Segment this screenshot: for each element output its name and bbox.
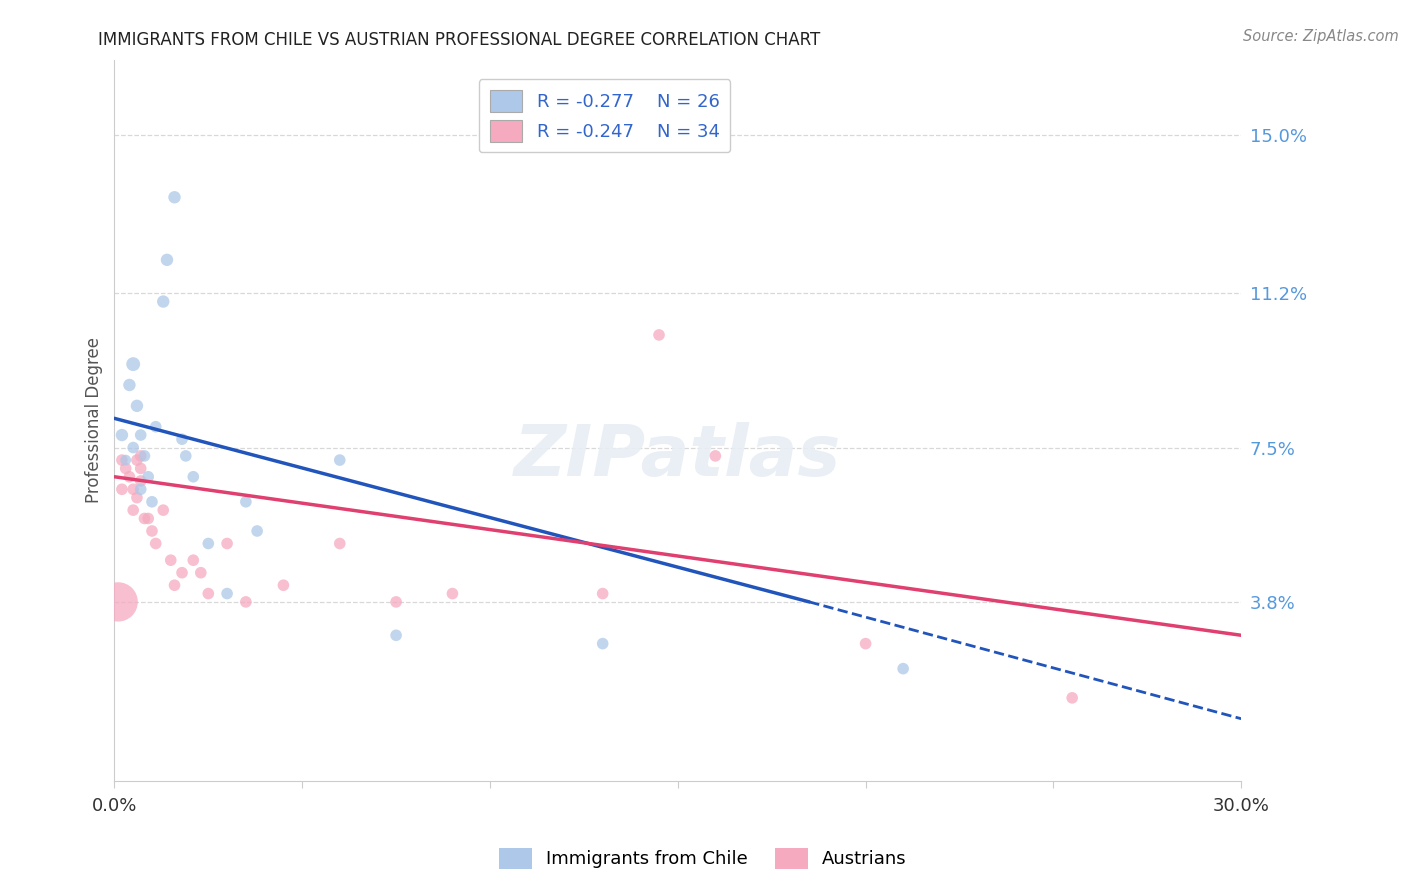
Point — [217, 586, 239, 600]
Point — [190, 566, 212, 580]
Text: ZIPatlas: ZIPatlas — [515, 422, 841, 491]
Point — [122, 441, 145, 455]
Point — [174, 449, 197, 463]
Point — [181, 553, 204, 567]
Point — [111, 483, 134, 497]
Point — [592, 637, 614, 651]
Point — [855, 637, 877, 651]
Point — [648, 327, 671, 342]
Point — [122, 483, 145, 497]
Legend: Immigrants from Chile, Austrians: Immigrants from Chile, Austrians — [492, 840, 914, 876]
Point — [156, 252, 179, 267]
Point — [145, 419, 167, 434]
Point — [122, 357, 145, 371]
Point — [129, 474, 152, 488]
Point — [385, 595, 408, 609]
Point — [197, 586, 219, 600]
Point — [141, 495, 163, 509]
Point — [145, 536, 167, 550]
Point — [125, 399, 148, 413]
Point — [125, 453, 148, 467]
Point — [235, 495, 257, 509]
Point — [704, 449, 727, 463]
Point — [181, 469, 204, 483]
Point — [114, 461, 136, 475]
Point — [129, 461, 152, 475]
Point — [152, 503, 174, 517]
Point — [163, 190, 186, 204]
Point — [159, 553, 181, 567]
Y-axis label: Professional Degree: Professional Degree — [86, 337, 103, 503]
Point — [136, 511, 159, 525]
Point — [122, 503, 145, 517]
Point — [329, 453, 352, 467]
Point — [118, 469, 141, 483]
Point — [114, 453, 136, 467]
Point — [197, 536, 219, 550]
Point — [111, 453, 134, 467]
Point — [246, 524, 269, 538]
Point — [1062, 690, 1084, 705]
Point — [329, 536, 352, 550]
Text: IMMIGRANTS FROM CHILE VS AUSTRIAN PROFESSIONAL DEGREE CORRELATION CHART: IMMIGRANTS FROM CHILE VS AUSTRIAN PROFES… — [98, 31, 821, 49]
Point — [134, 511, 156, 525]
Point — [273, 578, 295, 592]
Point — [129, 428, 152, 442]
Text: Source: ZipAtlas.com: Source: ZipAtlas.com — [1243, 29, 1399, 44]
Point — [125, 491, 148, 505]
Point — [118, 378, 141, 392]
Point — [592, 586, 614, 600]
Point — [141, 524, 163, 538]
Point — [170, 432, 193, 446]
Point — [129, 449, 152, 463]
Point — [441, 586, 464, 600]
Point — [136, 469, 159, 483]
Point — [163, 578, 186, 592]
Point — [134, 449, 156, 463]
Point — [170, 566, 193, 580]
Point — [129, 483, 152, 497]
Legend: R = -0.277    N = 26, R = -0.247    N = 34: R = -0.277 N = 26, R = -0.247 N = 34 — [479, 79, 730, 153]
Point — [111, 428, 134, 442]
Point — [385, 628, 408, 642]
Point — [235, 595, 257, 609]
Point — [107, 595, 129, 609]
Point — [152, 294, 174, 309]
Point — [217, 536, 239, 550]
Point — [891, 662, 914, 676]
